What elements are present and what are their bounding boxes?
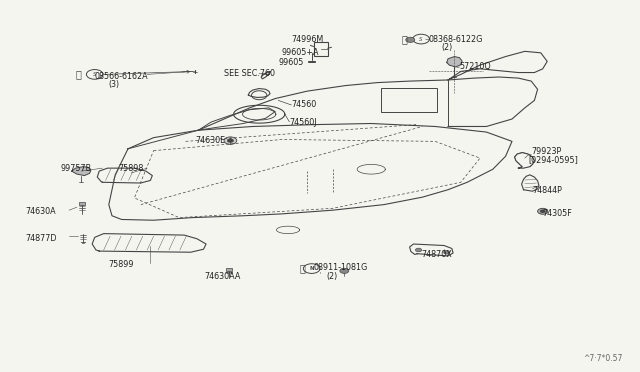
Text: 74305F: 74305F xyxy=(543,209,572,218)
Text: 08566-6162A: 08566-6162A xyxy=(95,72,148,81)
Text: S: S xyxy=(93,72,97,77)
Text: 79923P: 79923P xyxy=(531,147,561,156)
Text: 74630E: 74630E xyxy=(195,136,225,145)
Text: 74877D: 74877D xyxy=(26,234,57,243)
Text: SEE SEC.760: SEE SEC.760 xyxy=(224,69,275,78)
Text: 75898: 75898 xyxy=(118,164,144,173)
Text: 99605: 99605 xyxy=(278,58,304,67)
Text: S: S xyxy=(419,36,423,42)
Text: 08911-1081G: 08911-1081G xyxy=(314,263,368,272)
Text: (3): (3) xyxy=(109,80,120,89)
Text: N: N xyxy=(309,266,314,271)
Text: ^7·7*0.57: ^7·7*0.57 xyxy=(582,354,622,363)
Text: Ⓝ: Ⓝ xyxy=(300,263,306,273)
Text: 99757B: 99757B xyxy=(61,164,92,173)
Polygon shape xyxy=(447,57,462,67)
Circle shape xyxy=(540,210,545,213)
Text: 99605+A: 99605+A xyxy=(282,48,319,57)
Bar xyxy=(314,42,328,56)
Text: 74630A: 74630A xyxy=(26,207,56,216)
Text: [0294-0595]: [0294-0595] xyxy=(529,155,579,164)
Text: 74560J: 74560J xyxy=(289,118,317,127)
Bar xyxy=(381,88,437,112)
Text: 08368-6122G: 08368-6122G xyxy=(429,35,483,44)
Text: 74996M: 74996M xyxy=(291,35,323,44)
Text: 74870X: 74870X xyxy=(421,250,452,259)
Circle shape xyxy=(340,268,349,273)
Text: 75899: 75899 xyxy=(109,260,134,269)
Circle shape xyxy=(538,208,548,214)
Text: (2): (2) xyxy=(442,43,453,52)
Circle shape xyxy=(415,248,422,252)
Text: 74630AA: 74630AA xyxy=(205,272,241,280)
Text: Ⓢ: Ⓢ xyxy=(75,70,81,79)
Text: 57210Q: 57210Q xyxy=(460,62,492,71)
Polygon shape xyxy=(72,167,91,176)
Text: Ⓢ: Ⓢ xyxy=(401,34,408,44)
Text: 74844P: 74844P xyxy=(532,186,563,195)
Circle shape xyxy=(227,139,234,142)
Circle shape xyxy=(224,137,237,144)
Circle shape xyxy=(406,37,415,42)
Text: (2): (2) xyxy=(326,272,338,280)
Text: 74560: 74560 xyxy=(291,100,316,109)
Bar xyxy=(79,202,85,205)
Bar xyxy=(226,268,232,271)
Circle shape xyxy=(444,250,450,254)
